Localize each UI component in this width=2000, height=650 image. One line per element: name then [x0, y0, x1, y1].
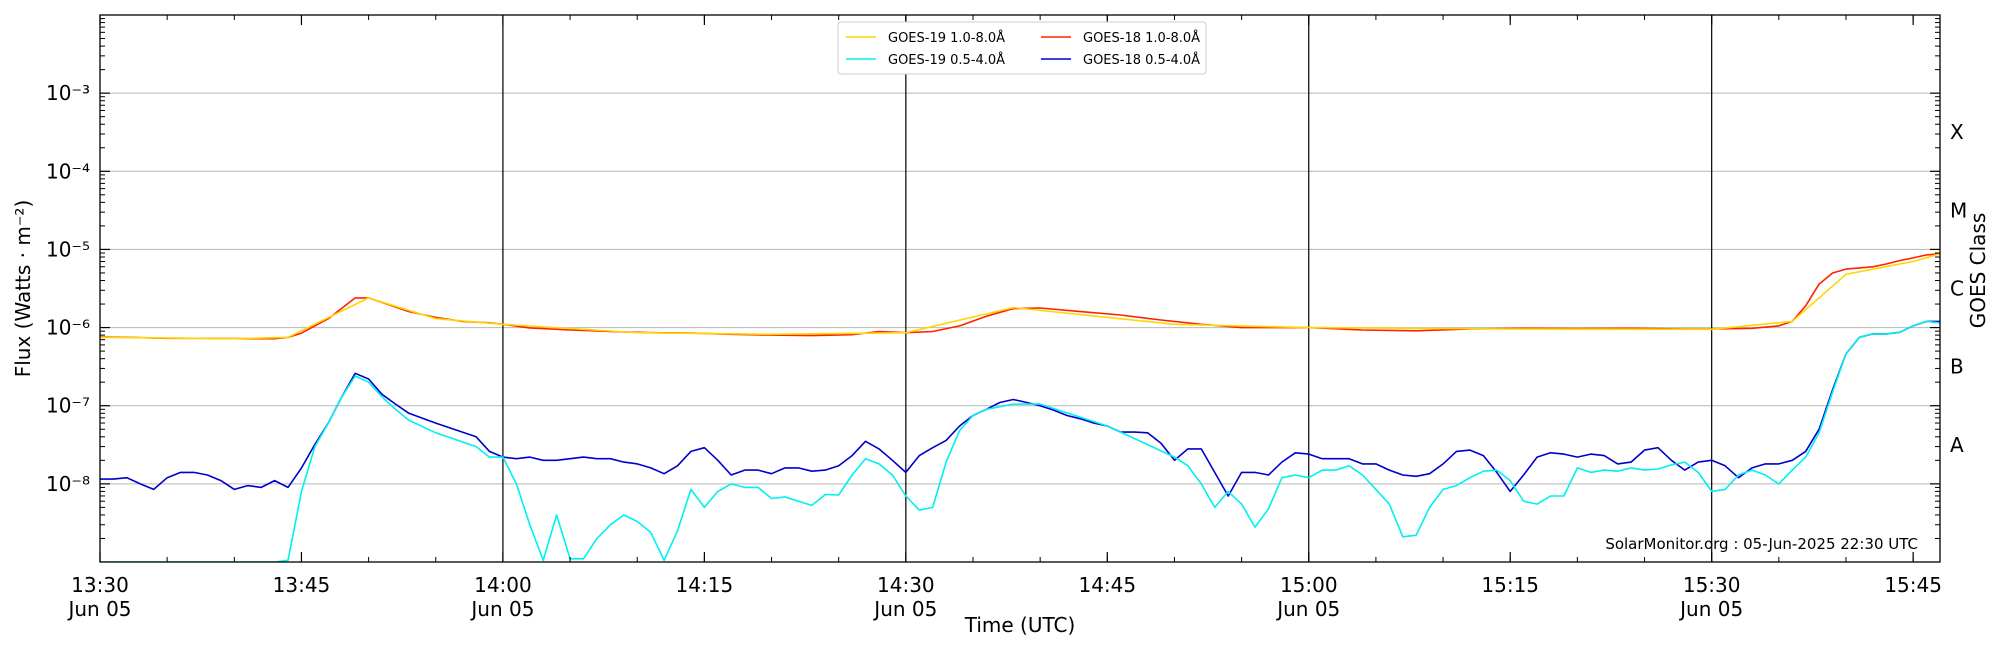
legend-label: GOES-19 0.5-4.0Å	[888, 52, 1005, 68]
x-tick-label: 13:45	[273, 573, 331, 597]
y-tick-label: 10⁻³	[46, 81, 90, 105]
legend-label: GOES-18 1.0-8.0Å	[1083, 30, 1200, 46]
x-tick-date-label: Jun 05	[469, 597, 534, 621]
plot-frame	[99, 14, 1941, 563]
y-tick-label: 10⁻⁷	[46, 394, 90, 418]
goes-class-labels: A B C M X	[1950, 120, 1967, 457]
x-tick-label: 15:00	[1280, 573, 1338, 597]
x-tick-label: 15:15	[1481, 573, 1539, 597]
x-tick-label: 14:15	[676, 573, 734, 597]
series-line	[100, 320, 1940, 497]
x-tick-date-label: Jun 05	[872, 597, 937, 621]
x-tick-date-label: Jun 05	[66, 597, 131, 621]
goes-class-label: X	[1950, 120, 1964, 144]
day-marker-lines	[502, 15, 1713, 562]
y-axis-title: Flux (Watts · m⁻²)	[11, 200, 35, 378]
x-tick-label: 15:45	[1884, 573, 1942, 597]
x-axis-title: Time (UTC)	[964, 613, 1076, 637]
y-tick-label: 10⁻⁵	[46, 237, 90, 261]
credit-text: SolarMonitor.org : 05-Jun-2025 22:30 UTC	[1605, 535, 1918, 553]
series-group	[100, 253, 1940, 562]
x-tick-label: 14:00	[474, 573, 532, 597]
series-line	[100, 253, 1940, 340]
x-tick-date-label: Jun 05	[1678, 597, 1743, 621]
y-axis-ticks: 10⁻⁸ 10⁻⁷ 10⁻⁶ 10⁻⁵ 10⁻⁴ 10⁻³	[46, 18, 1940, 539]
legend: GOES-19 1.0-8.0Å GOES-18 1.0-8.0Å GOES-19 …	[837, 21, 1207, 75]
goes-class-label: C	[1950, 277, 1964, 301]
x-tick-date-label: Jun 05	[1275, 597, 1340, 621]
goes-class-label: B	[1950, 355, 1964, 379]
legend-label: GOES-19 1.0-8.0Å	[888, 30, 1005, 46]
y-tick-label: 10⁻⁶	[46, 316, 90, 340]
y-tick-label: 10⁻⁸	[46, 472, 90, 496]
x-tick-label: 15:30	[1683, 573, 1741, 597]
series-line	[100, 320, 1940, 562]
legend-box	[837, 21, 1207, 75]
y-tick-label: 10⁻⁴	[46, 159, 90, 183]
right-axis-title: GOES Class	[1966, 213, 1990, 329]
x-tick-label: 14:30	[877, 573, 935, 597]
goes-class-label: M	[1950, 198, 1967, 222]
legend-label: GOES-18 0.5-4.0Å	[1083, 52, 1200, 68]
horizontal-grid	[100, 92, 1940, 485]
goes-class-label: A	[1950, 433, 1964, 457]
x-tick-label: 14:45	[1078, 573, 1136, 597]
x-tick-label: 13:30	[71, 573, 129, 597]
